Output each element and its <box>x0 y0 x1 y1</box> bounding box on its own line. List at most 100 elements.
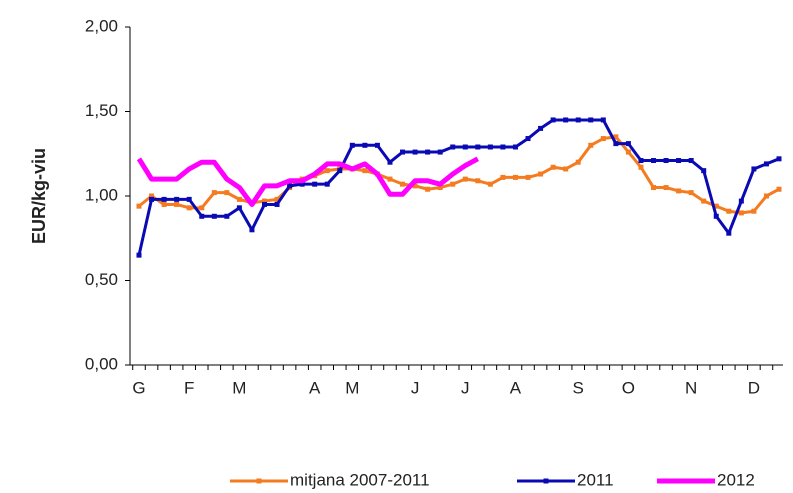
point-marker <box>261 201 267 207</box>
x-tick-label: M <box>232 378 246 397</box>
point-marker <box>324 181 330 187</box>
point-marker <box>136 252 142 258</box>
point-marker <box>400 181 406 187</box>
point-marker <box>236 205 242 211</box>
point-marker <box>575 159 581 165</box>
x-tick-label: M <box>345 378 359 397</box>
point-marker <box>600 136 606 142</box>
point-marker <box>713 203 719 209</box>
x-tick-label: D <box>748 378 760 397</box>
point-marker <box>638 164 644 170</box>
x-tick-label: A <box>510 378 522 397</box>
point-marker <box>738 210 744 216</box>
point-marker <box>362 168 368 174</box>
y-tick-label: 1,50 <box>85 101 118 120</box>
legend-label: 2012 <box>717 470 755 489</box>
point-marker <box>425 186 431 192</box>
point-marker <box>500 144 506 150</box>
point-marker <box>613 134 619 140</box>
point-marker <box>437 149 443 155</box>
point-marker <box>337 168 343 174</box>
point-marker <box>462 144 468 150</box>
point-marker <box>387 176 393 182</box>
point-marker <box>550 117 556 123</box>
point-marker <box>186 205 192 211</box>
y-axis-label: EUR/kg-viu <box>29 148 49 244</box>
point-marker <box>676 158 682 164</box>
x-tick-label: A <box>309 378 321 397</box>
point-marker <box>274 196 280 202</box>
point-marker <box>487 181 493 187</box>
point-marker <box>600 117 606 123</box>
point-marker <box>651 158 657 164</box>
y-tick-label: 0,00 <box>85 354 118 373</box>
point-marker <box>236 196 242 202</box>
point-marker <box>625 141 631 147</box>
point-marker <box>663 158 669 164</box>
point-marker <box>161 201 167 207</box>
point-marker <box>199 213 205 219</box>
point-marker <box>525 174 531 180</box>
point-marker <box>588 142 594 148</box>
point-marker <box>776 186 782 192</box>
point-marker <box>500 174 506 180</box>
point-marker <box>136 203 142 209</box>
point-marker <box>588 117 594 123</box>
y-tick-label: 2,00 <box>85 16 118 35</box>
x-tick-label: J <box>411 378 420 397</box>
point-marker <box>274 201 280 207</box>
point-marker <box>199 205 205 211</box>
point-marker <box>211 213 217 219</box>
point-marker <box>149 196 155 202</box>
point-marker <box>287 183 293 189</box>
point-marker <box>425 149 431 155</box>
point-marker <box>299 181 305 187</box>
y-tick-label: 0,50 <box>85 270 118 289</box>
point-marker <box>224 213 230 219</box>
x-tick-label: N <box>685 378 697 397</box>
point-marker <box>663 185 669 191</box>
point-marker <box>563 166 569 172</box>
point-marker <box>575 117 581 123</box>
point-marker <box>538 125 544 131</box>
point-marker <box>224 190 230 196</box>
point-marker <box>563 117 569 123</box>
point-marker <box>651 185 657 191</box>
series-line <box>136 156 480 207</box>
point-marker <box>261 198 267 204</box>
point-marker <box>751 208 757 214</box>
point-marker <box>751 166 757 172</box>
point-marker <box>726 208 732 214</box>
point-marker <box>688 158 694 164</box>
point-marker <box>538 171 544 177</box>
point-marker <box>312 181 318 187</box>
point-marker <box>512 174 518 180</box>
point-marker <box>174 201 180 207</box>
point-marker <box>713 213 719 219</box>
point-marker <box>387 159 393 165</box>
legend-marker <box>256 478 262 484</box>
point-marker <box>701 168 707 174</box>
point-marker <box>362 142 368 148</box>
point-marker <box>763 161 769 167</box>
point-marker <box>211 190 217 196</box>
y-tick-label: 1,00 <box>85 185 118 204</box>
point-marker <box>726 230 732 236</box>
series-line <box>138 135 780 215</box>
point-marker <box>374 142 380 148</box>
point-marker <box>450 144 456 150</box>
point-marker <box>186 196 192 202</box>
point-marker <box>688 190 694 196</box>
series-line <box>137 118 780 256</box>
point-marker <box>412 149 418 155</box>
point-marker <box>174 196 180 202</box>
point-marker <box>550 164 556 170</box>
legend-marker <box>543 478 549 484</box>
point-marker <box>475 144 481 150</box>
point-marker <box>676 188 682 194</box>
legend-label: 2011 <box>577 470 614 489</box>
point-marker <box>249 227 255 233</box>
point-marker <box>450 181 456 187</box>
legend-label: mitjana 2007-2011 <box>290 470 430 489</box>
